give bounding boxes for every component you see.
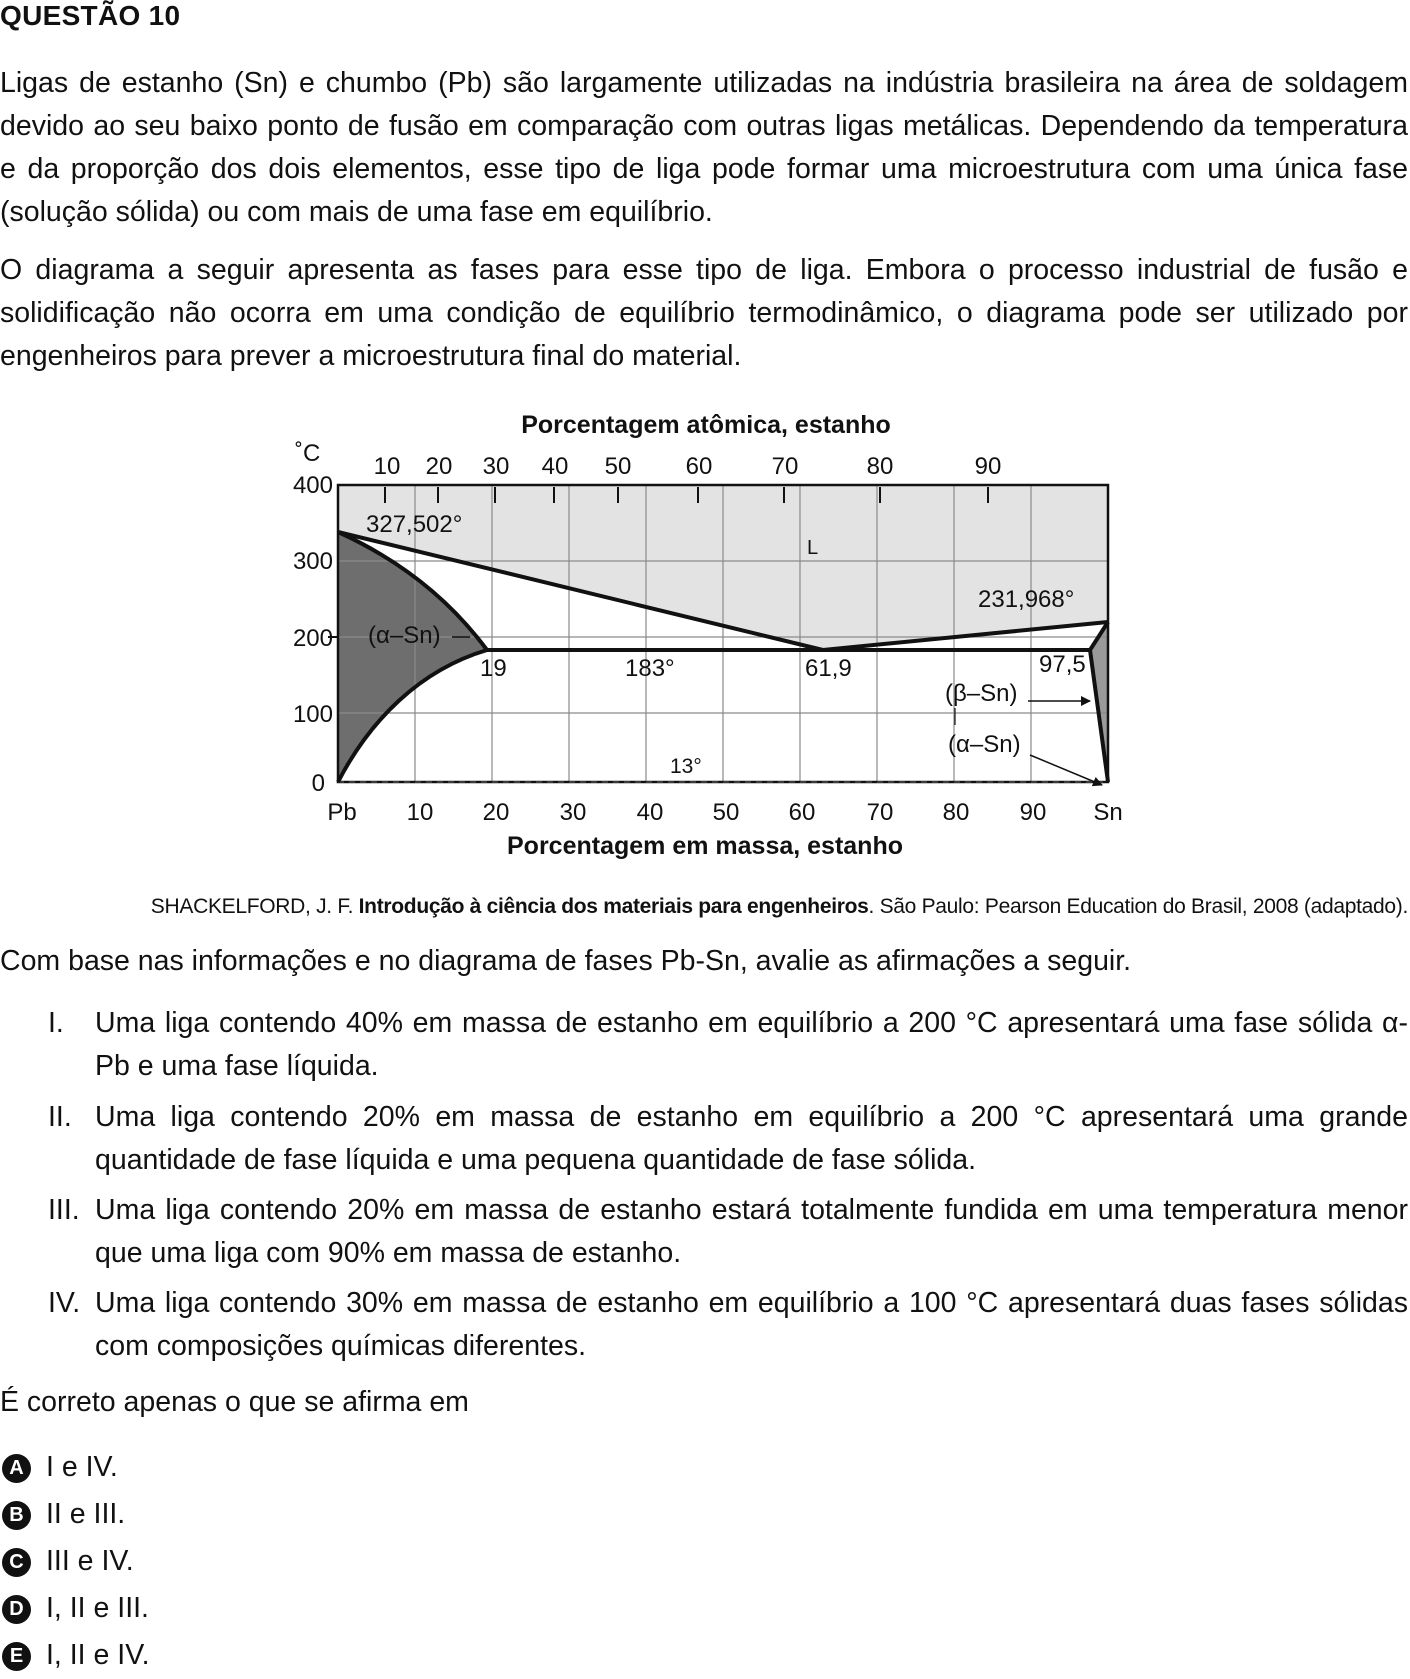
top-tick-label: 90: [975, 453, 1002, 480]
statement-item: I. Uma liga contendo 40% em massa de est…: [0, 1002, 1408, 1092]
source-author: SHACKELFORD, J. F.: [150, 895, 359, 918]
phase-boundaries: [336, 530, 1110, 783]
option-letter-badge: D: [2, 1595, 31, 1624]
bottom-tick-label: 80: [943, 799, 970, 826]
intro-paragraph: Ligas de estanho (Sn) e chumbo (Pb) são …: [0, 67, 1408, 228]
alpha-pb-label: (α–Sn): [368, 622, 441, 649]
bottom-tick-label: Sn: [1093, 799, 1122, 826]
y-tick-label: 0: [312, 770, 325, 797]
solvus-beta-line: [1088, 649, 1110, 783]
alpha-sn-label: (α–Sn): [948, 731, 1021, 758]
y-tick-label: 100: [293, 701, 333, 728]
source-book-title: Introdução à ciência dos materiais para …: [358, 895, 869, 918]
top-tick-label: 70: [772, 453, 799, 480]
top-tick-label: 10: [374, 453, 401, 480]
solidus-alpha-line: [337, 530, 489, 652]
option-text: I, II e III.: [46, 1592, 149, 1624]
alpha-pb-region: [338, 532, 487, 782]
bottom-tick-label: 20: [483, 799, 510, 826]
beta-sn-label: (β–Sn): [945, 680, 1018, 707]
statement-text: Uma liga contendo 40% em massa de estanh…: [95, 1007, 1408, 1082]
top-tick-label: 40: [542, 453, 569, 480]
phase-diagram: Porcentagem atômica, estanho 10 20 30 40…: [293, 411, 1123, 860]
diagram-intro-paragraph: O diagrama a seguir apresenta as fases p…: [0, 254, 1408, 372]
y-tick-label: 200: [293, 625, 333, 652]
statement-item: III. Uma liga contendo 20% em massa de e…: [0, 1189, 1408, 1279]
option-text: II e III.: [46, 1498, 126, 1530]
y-tick-label: 400: [293, 472, 333, 499]
bottom-axis-title: Porcentagem em massa, estanho: [507, 832, 903, 860]
pb-melting-label: 327,502°: [366, 511, 462, 538]
source-publisher: . São Paulo: Pearson Education do Brasil…: [868, 895, 1409, 918]
bottom-tick-label: 30: [560, 799, 587, 826]
statement-item: II. Uma liga contendo 20% em massa de es…: [0, 1096, 1408, 1186]
option-letter-badge: A: [2, 1454, 31, 1483]
solubility-left-label: 19: [480, 655, 507, 682]
eutectic-comp-label: 61,9: [805, 655, 852, 682]
statement-item: IV. Uma liga contendo 30% em massa de es…: [0, 1282, 1408, 1372]
top-axis-labels: 10 20 30 40 50 60 70 80 90: [374, 453, 1002, 480]
option-letter-badge: E: [2, 1642, 31, 1671]
statement-number: III.: [48, 1194, 80, 1226]
alpha-sn-arrow: [1029, 754, 1103, 787]
option-letter-badge: B: [2, 1501, 31, 1530]
question-stem: É correto apenas o que se afirma em: [0, 1386, 469, 1418]
sn-melting-label: 231,968°: [978, 586, 1074, 613]
statement-number: II.: [48, 1101, 72, 1133]
option-text: I e IV.: [46, 1451, 118, 1483]
statement-text: Uma liga contendo 20% em massa de estanh…: [95, 1101, 1408, 1176]
option-text: III e IV.: [46, 1545, 134, 1577]
liquidus-left-line: [337, 530, 824, 652]
top-axis-ticks: [384, 487, 989, 503]
statement-number: I.: [48, 1007, 64, 1039]
option-text: I, II e IV.: [46, 1639, 150, 1671]
top-tick-label: 60: [686, 453, 713, 480]
bottom-tick-label: 40: [637, 799, 664, 826]
solidus-beta-line: [1088, 620, 1110, 652]
statement-number: IV.: [48, 1287, 81, 1319]
y-tick-label: 300: [293, 548, 333, 575]
eutectic-temp-label: 183°: [625, 655, 675, 682]
transition-temp-label: 13°: [670, 755, 702, 778]
top-tick-label: 20: [426, 453, 453, 480]
top-axis-title: Porcentagem atômica, estanho: [521, 411, 891, 439]
statements-prompt: Com base nas informações e no diagrama d…: [0, 945, 1132, 977]
top-tick-label: 80: [867, 453, 894, 480]
statement-text: Uma liga contendo 20% em massa de estanh…: [95, 1194, 1408, 1269]
solubility-right-label: 97,5: [1039, 651, 1086, 678]
bottom-tick-label: Pb: [327, 799, 356, 826]
y-axis-labels: 400 300 200 100 0: [293, 472, 333, 797]
question-title: QUESTÃO 10: [0, 0, 181, 31]
bottom-tick-label: 90: [1020, 799, 1047, 826]
top-tick-label: 50: [605, 453, 632, 480]
liquid-label: L: [807, 537, 818, 559]
option-letter-badge: C: [2, 1548, 31, 1577]
statement-text: Uma liga contendo 30% em massa de estanh…: [95, 1287, 1408, 1362]
source-citation: SHACKELFORD, J. F. Introdução à ciência …: [150, 895, 1409, 919]
top-tick-label: 30: [483, 453, 510, 480]
bottom-tick-label: 10: [407, 799, 434, 826]
solvus-alpha-line: [336, 648, 488, 783]
bottom-tick-label: 60: [789, 799, 816, 826]
bottom-tick-label: 70: [867, 799, 894, 826]
bottom-tick-label: 50: [713, 799, 740, 826]
liquidus-right-line: [822, 620, 1109, 652]
bottom-axis-labels: Pb 10 20 30 40 50 60 70 80 90 Sn: [327, 799, 1122, 826]
y-axis-unit: ˚C: [295, 440, 320, 467]
